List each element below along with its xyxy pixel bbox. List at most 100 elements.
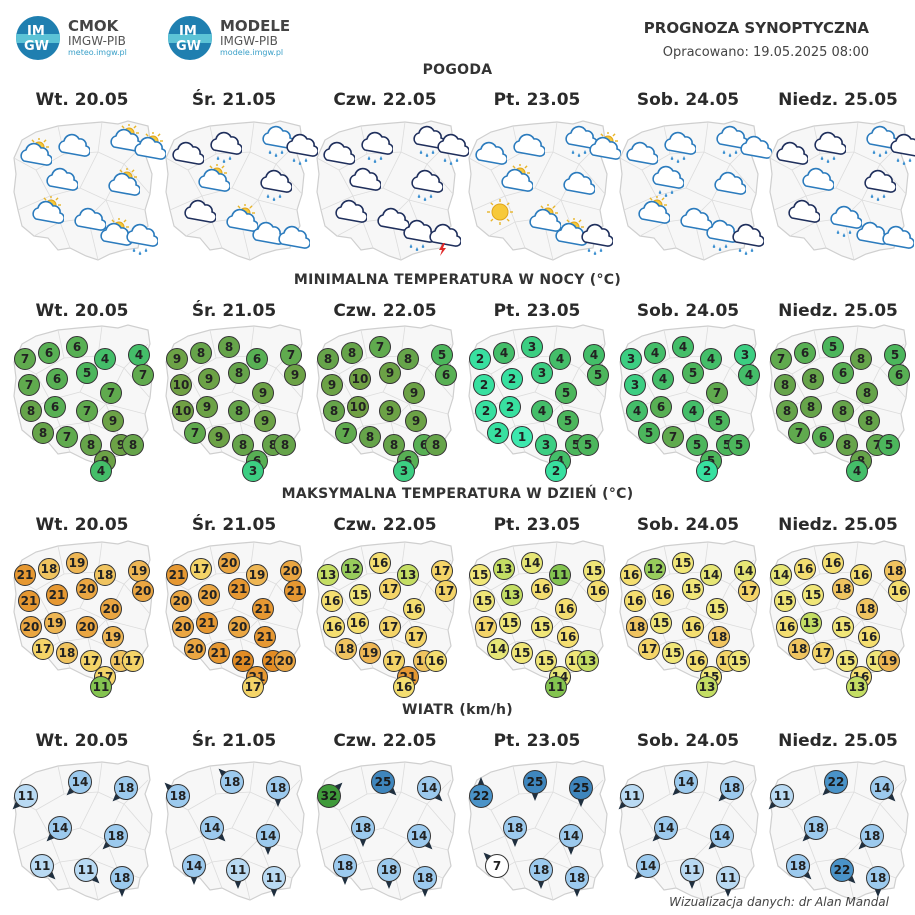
tmax-value: 21 (18, 590, 40, 612)
tmax-value: 17 (379, 616, 401, 638)
day-label: Niedz. 25.05 (778, 731, 898, 751)
wind-speed-value: 25 (523, 770, 547, 794)
tmin-value: 4 (846, 460, 868, 482)
day-label: Śr. 21.05 (191, 90, 277, 110)
tmax-value: 19 (878, 650, 900, 672)
section-weather-title: POGODA (422, 62, 493, 78)
tmin-value: 6 (46, 368, 68, 390)
tmax-value: 13 (696, 676, 718, 698)
tmax-value: 20 (76, 616, 98, 638)
wind-marker: 11 (618, 784, 644, 810)
tmin-value: 2 (475, 400, 497, 422)
tmax-value: 12 (644, 558, 666, 580)
tmin-value: 8 (274, 434, 296, 456)
tmin-value: 4 (583, 344, 605, 366)
dark-rain-cloud-icon (210, 131, 242, 163)
cloud-icon (563, 171, 595, 195)
tmax-value: 18 (94, 564, 116, 586)
tmin-value: 4 (652, 368, 674, 390)
tmin-value: 4 (94, 348, 116, 370)
wind-speed-value: 18 (166, 784, 190, 808)
tmin-value: 8 (397, 348, 419, 370)
tmin-value: 6 (38, 342, 60, 364)
wind-speed-value: 25 (371, 770, 395, 794)
day-label: Wt. 20.05 (35, 90, 129, 110)
tmax-value: 20 (228, 616, 250, 638)
wind-marker: 18 (112, 776, 138, 802)
tmax-value: 16 (587, 580, 609, 602)
tmax-value: 16 (531, 578, 553, 600)
wind-speed-value: 7 (485, 854, 509, 878)
tmax-value: 21 (196, 612, 218, 634)
wind-marker: 14 (66, 770, 92, 796)
tmin-value: 2 (499, 396, 521, 418)
cloud-icon (680, 207, 712, 231)
tmax-value: 16 (776, 616, 798, 638)
tmin-value: 4 (626, 400, 648, 422)
tmin-value: 9 (379, 362, 401, 384)
tmax-value: 19 (359, 642, 381, 664)
tmin-value: 6 (44, 396, 66, 418)
tmax-value: 16 (682, 616, 704, 638)
tmax-value: 21 (14, 564, 36, 586)
tmax-value: 16 (652, 584, 674, 606)
tmin-value: 7 (132, 364, 154, 386)
tmin-value: 5 (686, 434, 708, 456)
tmin-value: 8 (776, 400, 798, 422)
wind-marker: 18 (718, 776, 744, 802)
tmin-value: 7 (369, 336, 391, 358)
tmin-value: 7 (335, 422, 357, 444)
tmin-value: 8 (341, 342, 363, 364)
tmax-value: 16 (557, 626, 579, 648)
tmin-value: 8 (20, 400, 42, 422)
tmin-map: 766447765786798789984 (6, 322, 158, 482)
wind-marker: 14 (256, 824, 280, 855)
wind-speed-value: 14 (559, 824, 583, 848)
wind-speed-value: 14 (417, 776, 441, 800)
wind-speed-value: 18 (503, 816, 527, 840)
dark-rain-cloud-icon (411, 169, 443, 201)
weather-map (309, 118, 469, 268)
tmin-map: 243445223522452135452 (461, 322, 613, 482)
tmax-value: 15 (836, 650, 858, 672)
wind-marker: 18 (866, 866, 890, 897)
wind-marker: 11 (30, 854, 56, 880)
tmax-value: 20 (198, 584, 220, 606)
tmax-value: 15 (469, 564, 491, 586)
dark-rain-cloud-icon (403, 219, 435, 251)
wind-speed-value: 11 (74, 858, 98, 882)
tmax-value: 15 (706, 598, 728, 620)
tmin-value: 8 (80, 434, 102, 456)
dark-rain-cloud-icon (437, 133, 469, 165)
tmin-value: 5 (555, 382, 577, 404)
wind-speed-value: 14 (870, 776, 894, 800)
wind-marker: 14 (407, 824, 433, 850)
tmax-value: 20 (280, 560, 302, 582)
tmax-value: 11 (545, 676, 567, 698)
tmin-value: 4 (738, 364, 760, 386)
day-label: Czw. 22.05 (333, 515, 437, 535)
wind-speed-value: 11 (14, 784, 38, 808)
section-tmax-title: MAKSYMALNA TEMPERATURA W DZIEŃ (°C) (281, 486, 634, 502)
rain-cloud-icon (664, 131, 696, 163)
partly-cloudy-icon (32, 196, 64, 224)
day-label: Niedz. 25.05 (778, 301, 898, 321)
tmax-value: 15 (499, 612, 521, 634)
wind-speed-value: 25 (569, 776, 593, 800)
wind-speed-value: 11 (262, 866, 286, 890)
cmok-url[interactable]: meteo.imgw.pl (68, 48, 127, 57)
tmax-value: 17 (32, 638, 54, 660)
cloud-icon (46, 167, 78, 191)
tmin-value: 3 (521, 336, 543, 358)
partly-cloudy-icon (555, 218, 587, 246)
cloud-icon (252, 221, 284, 245)
tmin-value: 2 (469, 348, 491, 370)
tmin-value: 4 (700, 348, 722, 370)
wind-marker: 11 (716, 866, 740, 897)
wind-speed-value: 18 (804, 816, 828, 840)
tmin-value: 6 (888, 364, 910, 386)
tmax-value: 20 (274, 650, 296, 672)
wind-speed-value: 11 (30, 854, 54, 878)
modele-url[interactable]: modele.imgw.pl (220, 48, 284, 57)
day-label: Niedz. 25.05 (778, 515, 898, 535)
